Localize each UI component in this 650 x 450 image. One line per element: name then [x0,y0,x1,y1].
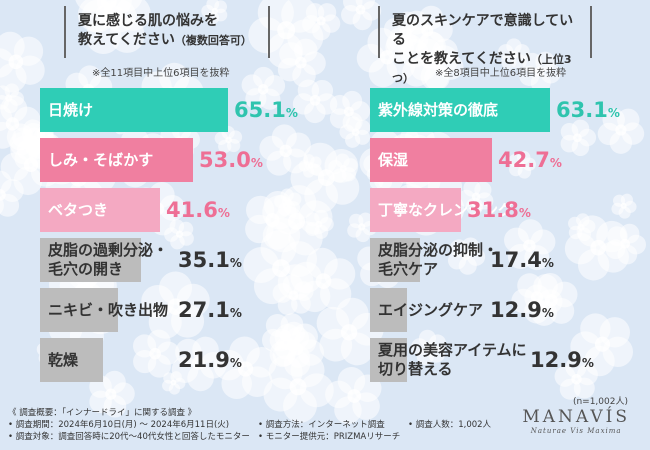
bar-row: 皮脂の過剰分泌・ 毛穴の開き 35.1% [40,238,330,282]
right-title-line1: 夏のスキンケアで意識している [392,13,574,48]
bar-value: 27.1% [178,298,242,322]
survey-target: • 調査対象：調査回答時に20代～40代女性と回答したモニター [8,432,250,442]
bar-label: 丁寧なクレンジング [378,200,514,219]
bar-value: 21.9% [178,348,242,372]
bar [370,88,550,132]
bar-value: 31.8% [467,198,531,222]
left-title-suffix: （複数回答可） [174,34,252,47]
bar-value: 42.7% [498,148,562,172]
bar-row: エイジングケア 12.9% [370,288,640,332]
bar-value: 17.4% [490,248,554,272]
survey-method: • 調査方法：インターネット調査 [258,420,385,430]
skincare-focus-chart: 紫外線対策の徹底 63.1% 保湿 42.7% 丁寧なクレンジング 31.8% 皮脂分泌の抑… [370,88,640,388]
bar [40,338,103,382]
survey-overview: 《 調査概要：「インナードライ」に関する調査 》 [8,408,197,418]
left-chart-title: 夏に感じる肌の悩みを 教えてください（複数回答可） [64,6,270,58]
bar [40,138,193,182]
bar-label: 乾燥 [48,350,79,369]
left-title-line2: 教えてください [78,32,175,48]
bar-label: ベタつき [48,200,109,219]
bar-label: エイジングケア [378,300,484,319]
bar-row: 夏用の美容アイテムに 切り替える 12.9% [370,338,640,382]
bar-row: 保湿 42.7% [370,138,640,182]
brand-logo: MANAVÍS Naturae Vis Maxima [522,407,630,435]
left-chart-note: ※全11項目中上位6項目を抜粋 [92,68,230,79]
bar-label: 夏用の美容アイテムに 切り替える [378,341,527,378]
right-title-suffix: （上位3つ） [392,53,572,85]
bar [370,138,492,182]
bar-row: ベタつき 41.6% [40,188,330,232]
bar [40,188,160,232]
bar-label: 紫外線対策の徹底 [378,100,499,119]
bar-label: しみ・そばかす [48,150,154,169]
right-title-line2: ことを教えてください [392,51,531,67]
bar-value: 53.0% [199,148,263,172]
bar [40,238,141,282]
bar [370,188,461,232]
bar-value: 12.9% [490,298,554,322]
bar-label: ニキビ・吹き出物 [48,300,169,319]
skin-concerns-chart: 日焼け 65.1% しみ・そばかす 53.0% ベタつき 41.6% 皮脂の過剰分泌・ 毛穴の… [40,88,330,388]
bar-value: 35.1% [178,248,242,272]
brand-name: MANAVÍS [522,407,630,427]
bar [40,288,118,332]
survey-count: • 調査人数：1,002人 [408,420,492,430]
right-chart-note: ※全8項目中上位6項目を抜粋 [435,68,567,79]
bar-value: 63.1% [556,98,620,122]
bar-row: 乾燥 21.9% [40,338,330,382]
bar-row: 皮脂分泌の抑制・ 毛穴ケア 17.4% [370,238,640,282]
bar-row: 丁寧なクレンジング 31.8% [370,188,640,232]
bar-row: 日焼け 65.1% [40,88,330,132]
bar-value: 65.1% [234,98,298,122]
survey-provider: • モニター提供元：PRIZMAリサーチ [258,432,401,442]
bar-label: 皮脂の過剰分泌・ 毛穴の開き [48,241,169,278]
bar-row: ニキビ・吹き出物 27.1% [40,288,330,332]
bar [370,288,407,332]
bar-value: 41.6% [166,198,230,222]
left-title-line1: 夏に感じる肌の悩みを [78,13,218,29]
bar [40,88,228,132]
bar-value: 12.9% [530,348,594,372]
sample-size-note: (n=1,002人) [572,397,628,407]
bar [370,238,420,282]
bar [370,338,407,382]
bar-row: しみ・そばかす 53.0% [40,138,330,182]
bar-label: 日焼け [48,100,94,119]
brand-tagline: Naturae Vis Maxima [530,427,622,435]
right-chart-title: 夏のスキンケアで意識している ことを教えてください（上位3つ） [378,6,592,85]
bar-row: 紫外線対策の徹底 63.1% [370,88,640,132]
bar-label: 保湿 [378,150,409,169]
survey-period: • 調査期間：2024年6月10日(月) ～ 2024年6月11日(火) [8,420,230,430]
bar-label: 皮脂分泌の抑制・ 毛穴ケア [378,241,499,278]
